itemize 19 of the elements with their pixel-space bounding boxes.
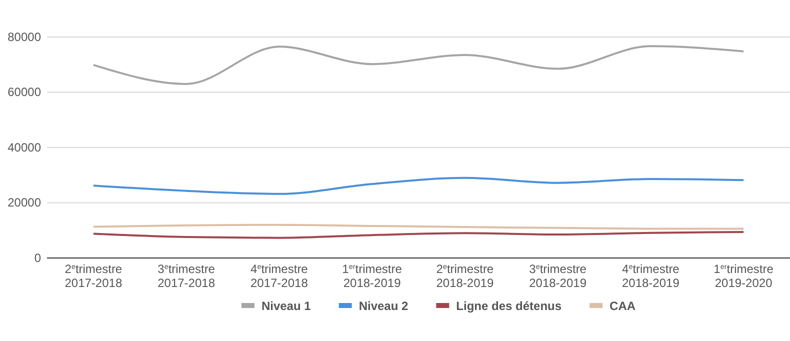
x-tick-label: 1$^{er}$trimestre 2019-2020 (714, 262, 774, 290)
x-tick-label: 3$^{e}$trimestre 2018-2019 (529, 262, 587, 290)
legend-label: Niveau 2 (358, 299, 409, 313)
x-tick-label: 1$^{er}$trimestre 2018-2019 (342, 262, 402, 290)
x-tick-label: 2$^{e}$trimestre 2018-2019 (436, 262, 494, 290)
x-tick-label: 3$^{e}$trimestre 2017-2018 (158, 262, 216, 290)
y-tick-label: 40000 (8, 140, 42, 154)
x-tick-label: 2$^{e}$trimestre 2017-2018 (64, 262, 122, 290)
y-tick-label: 20000 (8, 196, 42, 210)
y-tick-label: 0 (34, 250, 42, 265)
legend-label: Niveau 1 (261, 299, 312, 313)
y-tick-label: 80000 (8, 30, 42, 44)
x-tick-label: 4$^{e}$trimestre 2017-2018 (250, 262, 308, 290)
legend-label: Ligne des détenus (456, 299, 562, 313)
y-tick-label: 60000 (8, 85, 42, 100)
line-series (92, 45, 745, 85)
legend-label: CAA (610, 299, 636, 313)
x-tick-label: 4$^{e}$trimestre 2018-2019 (622, 262, 680, 290)
line-series (92, 176, 745, 195)
